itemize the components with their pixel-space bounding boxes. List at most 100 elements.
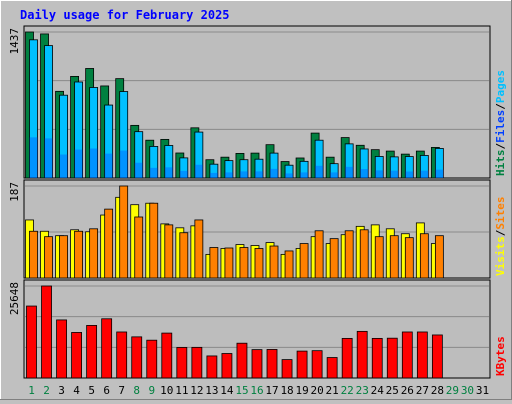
bar-pages bbox=[359, 148, 369, 179]
bar-sites bbox=[104, 208, 114, 279]
bar-kbytes bbox=[236, 342, 248, 379]
bar-kbytes bbox=[266, 349, 278, 379]
bar-sites bbox=[29, 230, 38, 279]
bar-pages bbox=[104, 104, 114, 179]
x-tick-label: 18 bbox=[280, 384, 293, 397]
legend-hits_files_pages: Hits/Files/Pages bbox=[494, 70, 507, 176]
bar-pages bbox=[179, 157, 189, 179]
bar-sites bbox=[224, 247, 234, 279]
bar-pages bbox=[224, 160, 234, 179]
legend-visits_sites: Visits/Sites bbox=[494, 197, 507, 277]
bar-sites bbox=[284, 250, 294, 279]
legend-kbytes: KBytes bbox=[494, 336, 507, 376]
bar-pages bbox=[329, 163, 339, 179]
bar-sites bbox=[389, 235, 399, 279]
bar-files bbox=[29, 137, 38, 178]
x-tick-label: 7 bbox=[118, 384, 125, 397]
bar-kbytes bbox=[311, 350, 323, 379]
bar-pages bbox=[404, 156, 414, 179]
bar-sites bbox=[74, 230, 83, 279]
bar-files bbox=[104, 153, 113, 178]
bar-files bbox=[89, 148, 98, 178]
x-tick-label: 22 bbox=[341, 384, 354, 397]
bar-kbytes bbox=[281, 359, 293, 379]
x-tick-label: 14 bbox=[220, 384, 234, 397]
bar-files bbox=[285, 173, 294, 178]
bar-sites bbox=[164, 224, 174, 279]
bar-files bbox=[345, 166, 354, 178]
bar-kbytes bbox=[101, 318, 113, 379]
bar-sites bbox=[149, 202, 159, 279]
bar-files bbox=[239, 171, 248, 178]
bar-files bbox=[330, 172, 339, 178]
bar-kbytes bbox=[401, 331, 413, 379]
bar-files bbox=[254, 171, 263, 178]
bar-pages bbox=[344, 143, 354, 179]
bar-pages bbox=[209, 163, 219, 179]
legend-entry: / bbox=[494, 103, 507, 110]
bar-kbytes bbox=[116, 331, 128, 379]
x-tick-label: 27 bbox=[416, 384, 429, 397]
legend-entry: Pages bbox=[494, 70, 507, 103]
bar-files bbox=[315, 165, 324, 178]
x-tick-label: 29 bbox=[446, 384, 459, 397]
x-tick-label: 31 bbox=[476, 384, 489, 397]
bar-files bbox=[134, 162, 143, 178]
bar-pages bbox=[254, 158, 264, 179]
legend-entry: Files bbox=[494, 110, 507, 143]
bar-sites bbox=[254, 248, 264, 279]
y-max-label-hits_files_pages: 1437 bbox=[8, 28, 21, 55]
bar-pages bbox=[389, 156, 399, 179]
bar-pages bbox=[134, 131, 144, 179]
bar-sites bbox=[59, 235, 68, 279]
x-tick-label: 19 bbox=[295, 384, 308, 397]
bar-pages bbox=[89, 87, 99, 179]
bar-pages bbox=[194, 131, 204, 179]
bar-kbytes bbox=[416, 331, 428, 379]
bar-files bbox=[74, 149, 83, 178]
bar-kbytes bbox=[431, 334, 443, 379]
y-max-label-visits_sites: 187 bbox=[8, 182, 21, 202]
x-tick-label: 8 bbox=[133, 384, 140, 397]
bar-pages bbox=[239, 159, 249, 179]
bar-kbytes bbox=[356, 330, 368, 379]
legend-entry: / bbox=[494, 143, 507, 150]
x-tick-label: 4 bbox=[73, 384, 80, 397]
bar-files bbox=[149, 167, 158, 178]
x-tick-label: 23 bbox=[356, 384, 369, 397]
bar-sites bbox=[314, 230, 324, 279]
x-tick-label: 24 bbox=[371, 384, 385, 397]
x-tick-label: 11 bbox=[175, 384, 188, 397]
bar-kbytes bbox=[386, 337, 398, 379]
bar-files bbox=[375, 170, 384, 178]
bar-pages bbox=[419, 155, 429, 179]
bar-files bbox=[224, 172, 233, 178]
bar-sites bbox=[179, 232, 189, 279]
bar-sites bbox=[269, 245, 279, 279]
legend-entry: Hits bbox=[494, 150, 507, 177]
x-tick-label: 10 bbox=[160, 384, 173, 397]
legend-entry: KBytes bbox=[494, 336, 507, 376]
bar-kbytes bbox=[341, 337, 353, 379]
x-tick-label: 26 bbox=[401, 384, 414, 397]
bar-pages bbox=[74, 81, 83, 179]
bar-sites bbox=[344, 230, 354, 279]
chart-panels: 1437Hits/Files/Pages187Visits/Sites25648… bbox=[8, 25, 507, 397]
bar-files bbox=[360, 169, 369, 178]
bar-sites bbox=[89, 228, 99, 279]
x-tick-label: 20 bbox=[311, 384, 324, 397]
bar-sites bbox=[434, 235, 444, 279]
bar-pages bbox=[164, 145, 174, 179]
bar-files bbox=[390, 170, 399, 178]
bar-sites bbox=[329, 238, 339, 279]
x-tick-label: 15 bbox=[235, 384, 248, 397]
bar-files bbox=[44, 138, 53, 178]
bar-kbytes bbox=[26, 305, 37, 379]
legend-entry: Sites bbox=[494, 197, 507, 230]
legend-entry: / bbox=[494, 229, 507, 236]
x-tick-label: 25 bbox=[386, 384, 399, 397]
bar-kbytes bbox=[206, 355, 218, 379]
x-tick-label: 1 bbox=[28, 384, 35, 397]
bar-sites bbox=[239, 247, 249, 279]
